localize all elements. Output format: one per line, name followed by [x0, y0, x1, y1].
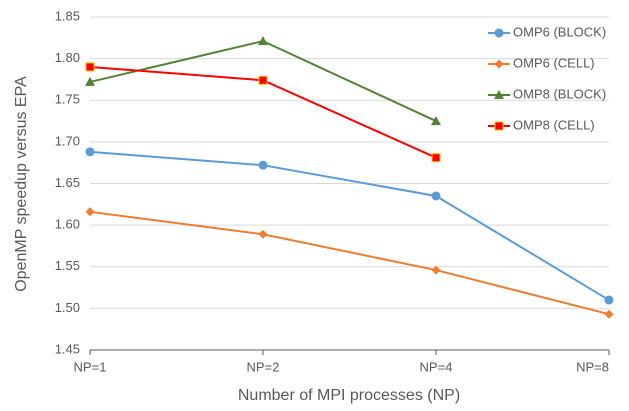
legend-marker: [494, 121, 504, 131]
data-point: [431, 153, 441, 163]
x-tick-label: NP=8: [576, 359, 609, 374]
legend-marker: [494, 90, 504, 99]
y-tick-label: 1.65: [55, 175, 80, 190]
x-axis-title: Number of MPI processes (NP): [238, 387, 460, 404]
y-tick-label: 1.55: [55, 258, 80, 273]
x-tick-label: NP=4: [420, 359, 453, 374]
x-tick-label: NP=1: [74, 359, 107, 374]
y-tick-label: 1.45: [55, 341, 80, 356]
data-point: [258, 36, 268, 46]
legend-label: OMP6 (CELL): [513, 55, 595, 70]
data-point: [431, 265, 441, 275]
legend-label: OMP8 (CELL): [513, 117, 595, 132]
data-point: [258, 229, 268, 239]
legend-label: OMP8 (BLOCK): [513, 86, 606, 101]
legend-marker: [494, 28, 504, 38]
y-axis-title: OpenMP speedup versus EPA: [13, 76, 30, 292]
y-tick-label: 1.70: [55, 133, 80, 148]
legend-marker: [494, 59, 504, 69]
data-point: [604, 295, 614, 305]
data-point: [431, 191, 441, 201]
data-point: [258, 75, 268, 85]
y-tick-label: 1.75: [55, 92, 80, 107]
data-point: [85, 62, 95, 72]
data-point: [85, 207, 95, 217]
data-point: [85, 147, 95, 157]
data-point: [431, 116, 441, 126]
legend-label: OMP6 (BLOCK): [513, 24, 606, 39]
data-point: [85, 76, 95, 86]
y-tick-label: 1.80: [55, 50, 80, 65]
y-tick-label: 1.60: [55, 217, 80, 232]
y-tick-label: 1.85: [55, 8, 80, 23]
series-line: [89, 150, 610, 301]
x-tick-label: NP=2: [247, 359, 280, 374]
data-point: [258, 160, 268, 170]
series-line: [89, 210, 610, 316]
data-point: [604, 309, 614, 319]
y-tick-label: 1.50: [55, 300, 80, 315]
